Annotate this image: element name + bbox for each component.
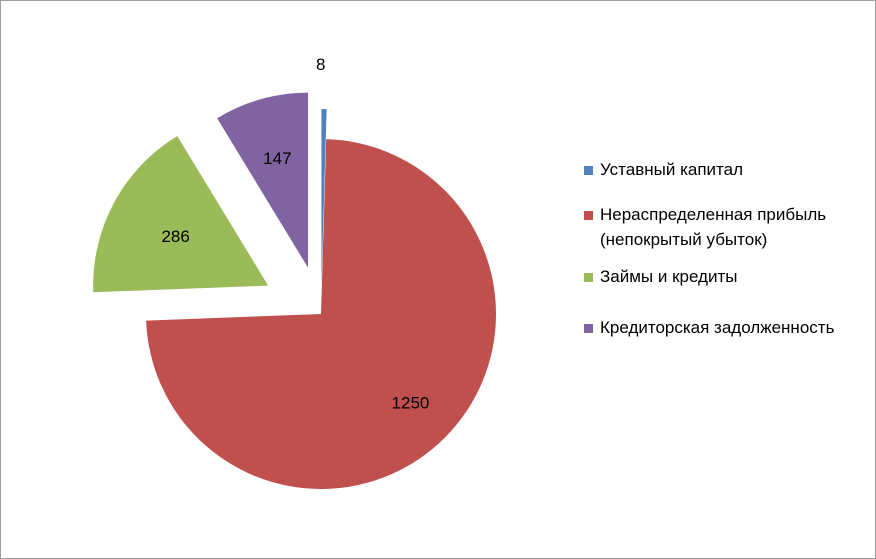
legend-item-kreditorskaya-zadolzhennost: Кредиторская задолженность xyxy=(584,315,864,340)
legend-label: Нераспределенная прибыль (непокрытый убы… xyxy=(600,205,827,249)
data-label: 1250 xyxy=(392,394,430,413)
legend-swatch xyxy=(584,166,593,175)
data-label: 286 xyxy=(161,227,189,246)
legend-swatch xyxy=(584,211,593,220)
data-label: 8 xyxy=(316,55,325,74)
legend-item-zaymy-i-kredity: Займы и кредиты xyxy=(584,264,864,289)
pie-slice xyxy=(146,139,497,489)
legend-swatch xyxy=(584,273,593,282)
data-label: 147 xyxy=(263,149,291,168)
pie-slice xyxy=(217,92,309,268)
legend-label: Уставный капитал xyxy=(600,160,744,179)
pie-slice xyxy=(321,109,327,285)
pie-slice xyxy=(93,136,269,293)
legend-item-neraspredelennaya-pribyl: Нераспределенная прибыль (непокрытый убы… xyxy=(584,202,864,252)
legend-item-ustavny-kapital: Уставный капитал xyxy=(584,157,864,182)
legend-label: Займы и кредиты xyxy=(600,267,738,286)
legend: Уставный капитал Нераспределенная прибыл… xyxy=(584,157,864,340)
legend-label: Кредиторская задолженность xyxy=(600,318,835,337)
legend-swatch xyxy=(584,324,593,333)
